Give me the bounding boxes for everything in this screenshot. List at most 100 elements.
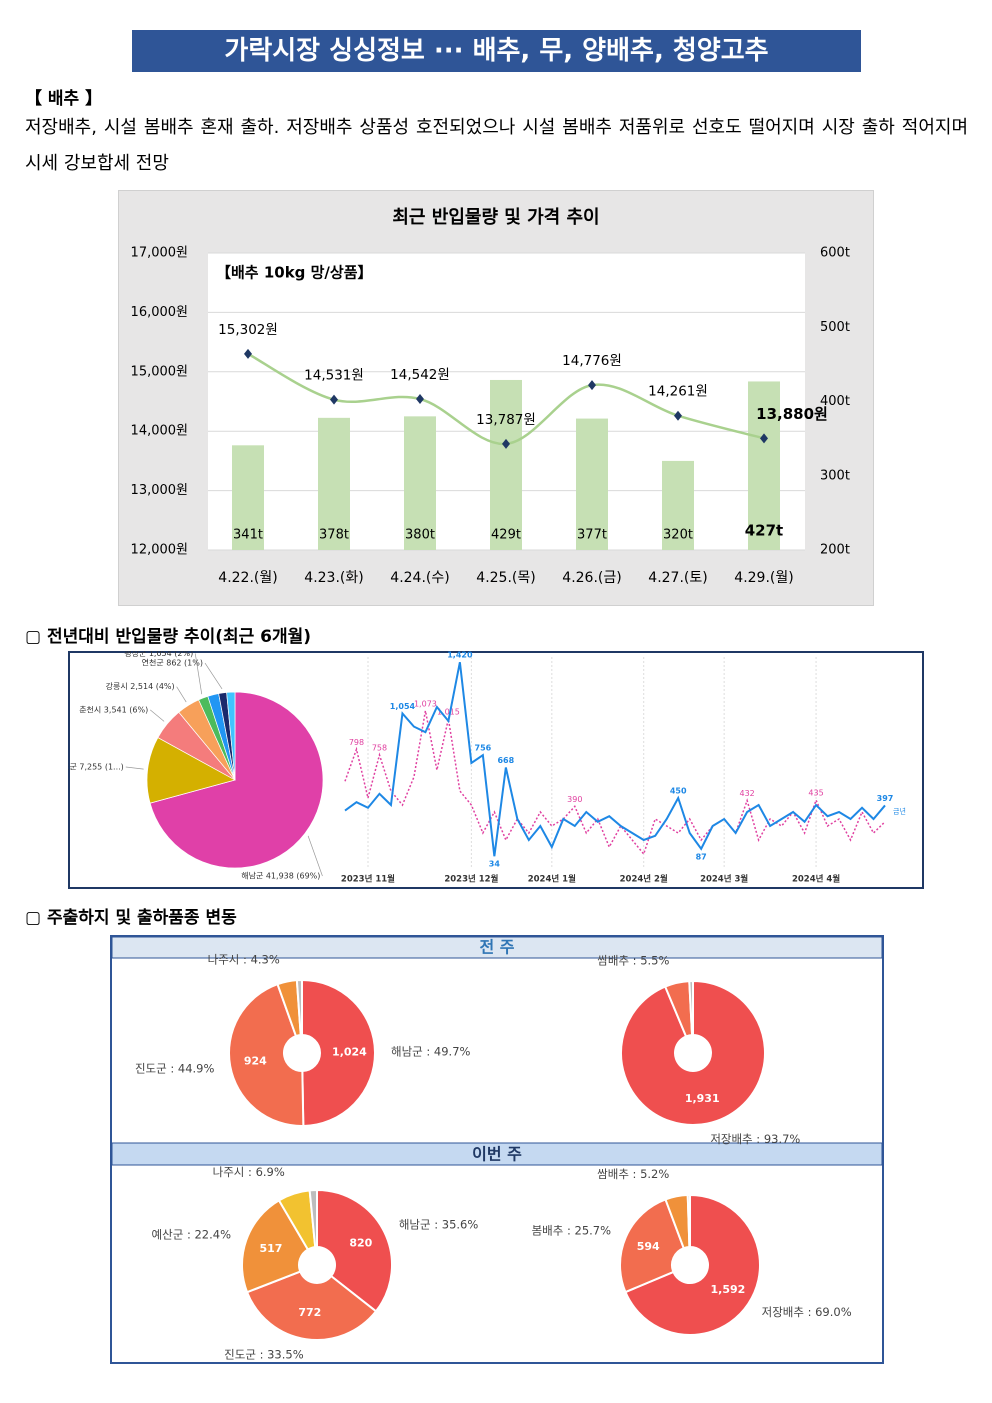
pie-slice: [146, 737, 236, 804]
bar: [490, 379, 522, 550]
panel-title: 전 주: [479, 938, 514, 957]
pie-label: 해남군 41,938 (69%): [241, 871, 320, 881]
x-tick-label: 2023년 12월: [444, 874, 498, 885]
series-line: [344, 710, 886, 856]
point-label: 668: [497, 756, 514, 765]
bar-label: 429t: [491, 528, 521, 543]
section-heading: 【 배추 】: [25, 89, 103, 109]
donut-slice: [620, 979, 766, 1126]
pie-label: 강릉시 2,514 (4%): [106, 681, 175, 691]
price-marker: [674, 410, 682, 421]
chart-title: 최근 반입물량 및 가격 추이: [392, 206, 599, 228]
point-label: 397: [877, 794, 894, 803]
donut-slice: [686, 1193, 691, 1249]
donut-slice: [316, 1188, 393, 1313]
point-label: 798: [349, 738, 364, 747]
x-tick-label: 4.27.(토): [648, 570, 707, 586]
bar-label: 378t: [319, 528, 349, 543]
slice-value: 1,024: [332, 1046, 367, 1059]
y-tick-label: 14,000원: [131, 424, 188, 439]
slice-value: 1,592: [710, 1283, 745, 1296]
pie-label: 진도군 7,255 (1...): [68, 761, 124, 771]
x-tick-label: 4.26.(금): [562, 570, 621, 586]
donut-slice: [295, 978, 303, 1037]
point-label: 756: [475, 744, 492, 753]
price-marker: [416, 394, 424, 405]
donut-slice: [301, 978, 376, 1128]
price-marker: [330, 394, 338, 405]
price-label: 14,776원: [562, 353, 622, 369]
price-label: 14,261원: [648, 384, 708, 400]
slice-label: 쌈배추 : 5.5%: [597, 954, 669, 968]
donut-slice: [308, 1188, 318, 1249]
slice-label: 예산군 : 22.4%: [152, 1228, 232, 1242]
panel-header: [111, 936, 883, 959]
x-tick-label: 4.23.(화): [304, 570, 363, 586]
page-title: 가락시장 싱싱정보 ··· 배추, 무, 양배추, 청양고추: [132, 30, 861, 72]
leader-line: [204, 662, 223, 690]
pie-slice: [226, 691, 236, 781]
leader-line: [125, 766, 144, 770]
pie-label: 평창군 1,054 (2%): [124, 651, 193, 658]
point-label: 1,420: [447, 651, 473, 660]
y-tick-label: 12,000원: [131, 543, 188, 558]
slice-label: 진도군 : 44.9%: [135, 1061, 215, 1075]
leader-line: [176, 686, 187, 703]
combo-chart: 최근 반입물량 및 가격 추이 【배추 10kg 망/상품】 12,000원 13…: [118, 190, 874, 606]
leader-line: [194, 653, 203, 695]
donut-slice: [619, 1198, 685, 1294]
slice-label: 진도군 : 33.5%: [224, 1348, 304, 1362]
y-tick-label: 15,000원: [131, 364, 188, 379]
trend-panel: 해남군 41,938 (69%) 진도군 7,255 (1...) 춘천시 3,54…: [68, 651, 924, 889]
x-tick-label: 4.24.(수): [390, 570, 449, 586]
y2-tick-label: 400t: [820, 394, 850, 409]
section-heading: ▢ 전년대비 반입물량 추이(최근 6개월): [25, 627, 312, 647]
x-tick-label: 2023년 11월: [341, 874, 395, 885]
y-tick-label: 16,000원: [131, 305, 188, 320]
price-marker: [588, 380, 596, 391]
price-label: 15,302원: [218, 322, 278, 338]
price-label: 14,542원: [390, 367, 450, 383]
x-tick-label: 2024년 3월: [700, 874, 748, 885]
slice-value: 772: [298, 1306, 321, 1319]
slice-label: 저장배추 : 93.7%: [710, 1132, 800, 1146]
leader-line: [149, 709, 165, 722]
slice-label: 봄배추 : 25.7%: [532, 1223, 612, 1237]
slice-label: 해남군 : 35.6%: [399, 1218, 479, 1232]
point-label: 758: [372, 743, 387, 752]
bar: [404, 416, 436, 550]
bar: [576, 418, 608, 550]
y2-tick-label: 300t: [820, 468, 850, 483]
bar: [318, 417, 350, 550]
y-tick-label: 17,000원: [131, 246, 188, 261]
x-tick-label: 4.25.(목): [476, 570, 535, 586]
slice-label: 저장배추 : 69.0%: [762, 1305, 852, 1319]
bar-label: 427t: [745, 522, 783, 540]
price-marker: [502, 438, 510, 449]
y-tick-label: 13,000원: [131, 483, 188, 498]
slice-label: 쌈배추 : 5.2%: [597, 1167, 669, 1181]
point-label: 1,015: [437, 707, 460, 716]
series-name: 금년: [893, 806, 906, 815]
price-label: 14,531원: [304, 368, 364, 384]
series-line: [344, 662, 886, 857]
y2-tick-label: 500t: [820, 320, 850, 335]
chart-subtitle: 【배추 10kg 망/상품】: [216, 264, 373, 282]
x-tick-label: 2024년 1월: [528, 874, 576, 885]
slice-value: 594: [637, 1240, 660, 1253]
slice-value: 820: [349, 1237, 372, 1250]
price-marker: [244, 348, 252, 359]
bar-label: 341t: [233, 528, 263, 543]
bar-label: 380t: [405, 528, 435, 543]
point-label: 34: [489, 860, 501, 869]
paragraph: 저장배추, 시설 봄배추 혼재 출하. 저장배추 상품성 호전되었으나 시설 봄…: [25, 117, 968, 174]
slice-value: 924: [244, 1054, 267, 1067]
donut-panel: 전 주 이번 주 1,024 해남군 : 49.7% 924 진도군 : 44.9% 나…: [110, 935, 884, 1364]
pie-label: 춘천시 3,541 (6%): [79, 704, 148, 714]
pie-label: 연천군 862 (1%): [142, 658, 203, 668]
donut-slice: [245, 1270, 378, 1341]
section-heading: ▢ 주출하지 및 출하품종 변동: [25, 908, 237, 928]
slice-label: 나주시 : 6.9%: [213, 1165, 285, 1179]
slice-value: 517: [259, 1242, 282, 1255]
